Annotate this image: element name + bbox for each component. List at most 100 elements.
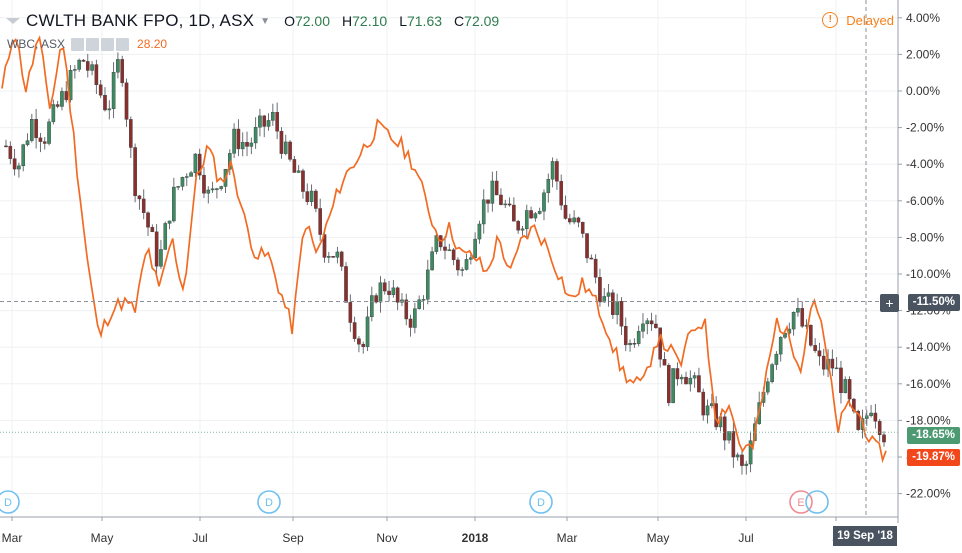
ohlc-low-key: L xyxy=(399,13,407,29)
candle-body xyxy=(283,141,288,154)
more-icon[interactable] xyxy=(101,37,115,51)
candle-body xyxy=(301,170,305,192)
crosshair-date-badge: 19 Sep '18 xyxy=(833,526,897,546)
candle-body xyxy=(318,208,322,235)
candle-body xyxy=(42,141,47,144)
crosshair xyxy=(0,0,898,517)
candle-body xyxy=(623,326,628,346)
candle-body xyxy=(456,259,460,271)
candle-body xyxy=(589,257,594,260)
candle-body xyxy=(443,246,447,251)
candle-body xyxy=(370,295,374,318)
candle-body xyxy=(77,59,81,70)
candle-body xyxy=(580,222,585,234)
candle-body xyxy=(546,179,551,194)
settings-icon[interactable] xyxy=(86,37,100,51)
compare-symbol-label[interactable]: WBC, ASX xyxy=(7,37,66,51)
candle-body xyxy=(124,82,129,120)
candle-body xyxy=(671,368,675,404)
candle-body xyxy=(667,365,671,404)
ohlc-close-key: C xyxy=(454,13,465,29)
candle-body xyxy=(348,302,353,323)
compare-actions xyxy=(71,37,130,51)
event-label: D xyxy=(265,497,273,509)
candle-body xyxy=(64,91,69,101)
y-tick-label: -22.00% xyxy=(906,487,951,501)
earnings-marker[interactable]: E xyxy=(789,490,813,514)
candle-body xyxy=(262,115,267,127)
candle-body xyxy=(94,64,99,85)
x-tick-label: Mar xyxy=(2,531,23,545)
x-tick-label: Jul xyxy=(192,531,207,545)
candle-body xyxy=(628,343,632,346)
candle-body xyxy=(98,84,103,96)
candle-body xyxy=(425,269,430,300)
candle-body xyxy=(352,322,357,339)
candle-body xyxy=(85,61,90,71)
candle-body xyxy=(137,195,142,200)
dividend-marker[interactable]: D xyxy=(0,490,20,514)
candle-body xyxy=(645,320,650,325)
candle-body xyxy=(172,186,176,222)
candle-body xyxy=(202,174,206,194)
candle-body xyxy=(219,186,223,189)
candle-body xyxy=(701,391,706,416)
candle-body xyxy=(847,379,852,400)
candle-body xyxy=(447,249,452,252)
event-circle xyxy=(257,490,281,514)
symbol-title[interactable]: CWLTH BANK FPO, 1D, ASX xyxy=(26,11,255,30)
candle-body xyxy=(292,159,297,173)
close-icon[interactable] xyxy=(116,37,130,51)
candle-body xyxy=(150,227,155,233)
candle-body xyxy=(232,128,236,154)
candle-body xyxy=(17,165,21,170)
chevron-down-icon[interactable]: ▼ xyxy=(260,15,271,27)
candle-body xyxy=(378,282,383,303)
candle-body xyxy=(649,320,654,325)
candle-body xyxy=(632,343,637,345)
candle-body xyxy=(727,431,731,441)
dividend-marker[interactable]: D xyxy=(257,490,281,514)
symbol-dropdown-icon[interactable] xyxy=(6,18,20,24)
candle-body xyxy=(146,212,150,228)
candle-body xyxy=(421,299,426,301)
candle-body xyxy=(374,295,378,303)
candle-body xyxy=(593,258,598,278)
candle-body xyxy=(335,251,340,258)
candle-body xyxy=(210,188,215,191)
ohlc-open-key: O xyxy=(284,13,295,29)
y-tick-label: -6.00% xyxy=(906,194,944,208)
candle-body xyxy=(705,405,710,416)
y-tick-label: -14.00% xyxy=(906,340,951,354)
cba-last-badge: -18.65% xyxy=(907,427,960,444)
candle-body xyxy=(176,186,180,188)
candle-body xyxy=(197,153,202,176)
candle-body xyxy=(413,308,417,328)
crosshair-plus-button[interactable]: + xyxy=(880,294,899,312)
candle-body xyxy=(490,180,495,204)
candle-body xyxy=(576,217,581,223)
candle-body xyxy=(464,259,469,270)
candle-body xyxy=(494,180,499,196)
candle-body xyxy=(735,454,740,458)
candle-body xyxy=(309,190,314,202)
candle-body xyxy=(765,381,770,393)
candle-body xyxy=(796,308,800,313)
event-label: D xyxy=(537,497,545,509)
dividend-marker[interactable] xyxy=(805,490,829,514)
candle-body xyxy=(258,115,262,128)
delayed-indicator[interactable]: ! Delayed xyxy=(822,12,894,28)
candle-body xyxy=(499,194,503,205)
candle-body xyxy=(408,318,413,328)
candle-body xyxy=(159,249,163,267)
dividend-marker[interactable]: D xyxy=(529,490,553,514)
candle-body xyxy=(245,142,249,147)
legend-header: CWLTH BANK FPO, 1D, ASX ▼ O72.00 H72.10 … xyxy=(6,10,499,32)
eye-icon[interactable] xyxy=(71,37,85,51)
candle-body xyxy=(520,228,525,231)
candle-body xyxy=(486,199,490,204)
candle-body xyxy=(809,324,813,346)
candle-body xyxy=(111,72,116,109)
